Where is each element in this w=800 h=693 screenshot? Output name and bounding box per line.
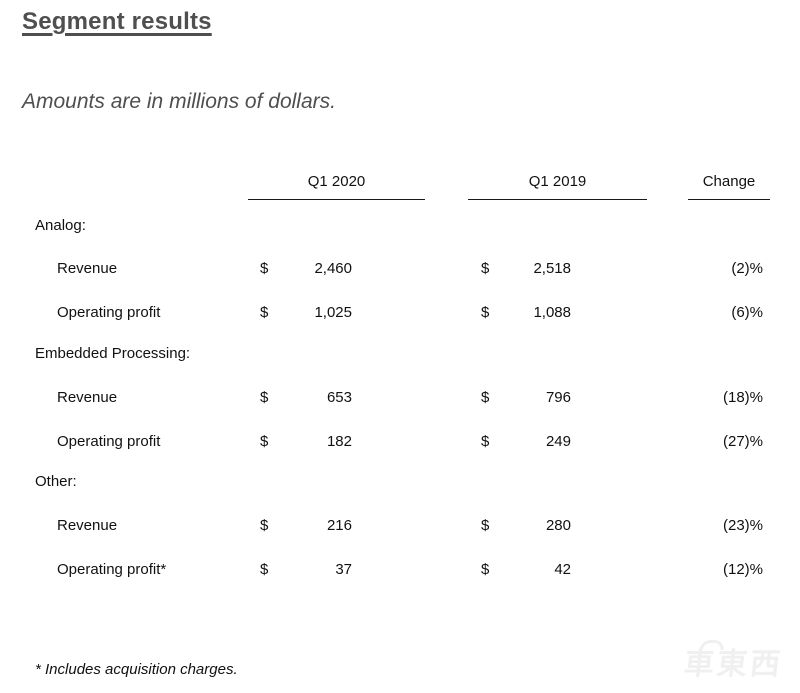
value-q1-2020: 37 bbox=[335, 561, 352, 578]
value-q1-2019: 249 bbox=[545, 433, 571, 450]
row-label: Revenue bbox=[57, 517, 118, 534]
column-header-q1-2019: Q1 2019 bbox=[468, 172, 647, 200]
dollar-sign: $ bbox=[481, 260, 490, 277]
dollar-sign: $ bbox=[260, 561, 269, 578]
value-q1-2020: 2,460 bbox=[314, 260, 352, 277]
column-header-q1-2020: Q1 2020 bbox=[248, 172, 425, 200]
value-change: (23)% bbox=[722, 517, 763, 534]
dollar-sign: $ bbox=[481, 561, 490, 578]
value-q1-2020: 653 bbox=[326, 389, 352, 406]
table-row-other-revenue: Revenue $ 216 $ 280 (23)% bbox=[0, 516, 800, 535]
row-label: Operating profit bbox=[57, 304, 161, 321]
table-row-other-operating-profit: Operating profit* $ 37 $ 42 (12)% bbox=[0, 560, 800, 579]
value-change: (27)% bbox=[722, 433, 763, 450]
page-subtitle: Amounts are in millions of dollars. bbox=[22, 90, 336, 113]
dollar-sign: $ bbox=[260, 260, 269, 277]
row-label: Operating profit bbox=[57, 433, 161, 450]
section-header-other: Other: bbox=[0, 472, 800, 491]
section-header-embedded-processing: Embedded Processing: bbox=[0, 344, 800, 363]
dollar-sign: $ bbox=[260, 433, 269, 450]
value-q1-2019: 796 bbox=[545, 389, 571, 406]
dollar-sign: $ bbox=[481, 517, 490, 534]
value-change: (2)% bbox=[731, 260, 763, 277]
watermark-text: 車東西 bbox=[682, 648, 785, 681]
dollar-sign: $ bbox=[260, 389, 269, 406]
row-label: Operating profit* bbox=[57, 561, 167, 578]
value-change: (6)% bbox=[731, 304, 763, 321]
dollar-sign: $ bbox=[260, 517, 269, 534]
watermark-signal-arc-icon bbox=[699, 640, 725, 650]
footnote: * Includes acquisition charges. bbox=[35, 661, 238, 678]
table-row-embedded-revenue: Revenue $ 653 $ 796 (18)% bbox=[0, 388, 800, 407]
dollar-sign: $ bbox=[260, 304, 269, 321]
value-q1-2019: 2,518 bbox=[533, 260, 571, 277]
value-change: (12)% bbox=[722, 561, 763, 578]
section-label: Embedded Processing: bbox=[35, 345, 191, 362]
value-q1-2020: 1,025 bbox=[314, 304, 352, 321]
section-label: Other: bbox=[35, 473, 77, 490]
page-title: Segment results bbox=[22, 8, 212, 35]
value-q1-2019: 1,088 bbox=[533, 304, 571, 321]
dollar-sign: $ bbox=[481, 389, 490, 406]
table-row-analog-operating-profit: Operating profit $ 1,025 $ 1,088 (6)% bbox=[0, 303, 800, 322]
row-label: Revenue bbox=[57, 260, 118, 277]
value-change: (18)% bbox=[722, 389, 763, 406]
dollar-sign: $ bbox=[481, 433, 490, 450]
watermark-logo: 車東西 bbox=[682, 640, 785, 681]
value-q1-2019: 42 bbox=[554, 561, 571, 578]
dollar-sign: $ bbox=[481, 304, 490, 321]
value-q1-2020: 182 bbox=[326, 433, 352, 450]
table-row-embedded-operating-profit: Operating profit $ 182 $ 249 (27)% bbox=[0, 432, 800, 451]
section-header-analog: Analog: bbox=[0, 216, 800, 235]
table-row-analog-revenue: Revenue $ 2,460 $ 2,518 (2)% bbox=[0, 259, 800, 278]
value-q1-2020: 216 bbox=[326, 517, 352, 534]
row-label: Revenue bbox=[57, 389, 118, 406]
value-q1-2019: 280 bbox=[545, 517, 571, 534]
column-header-change: Change bbox=[688, 172, 770, 200]
section-label: Analog: bbox=[35, 217, 86, 234]
